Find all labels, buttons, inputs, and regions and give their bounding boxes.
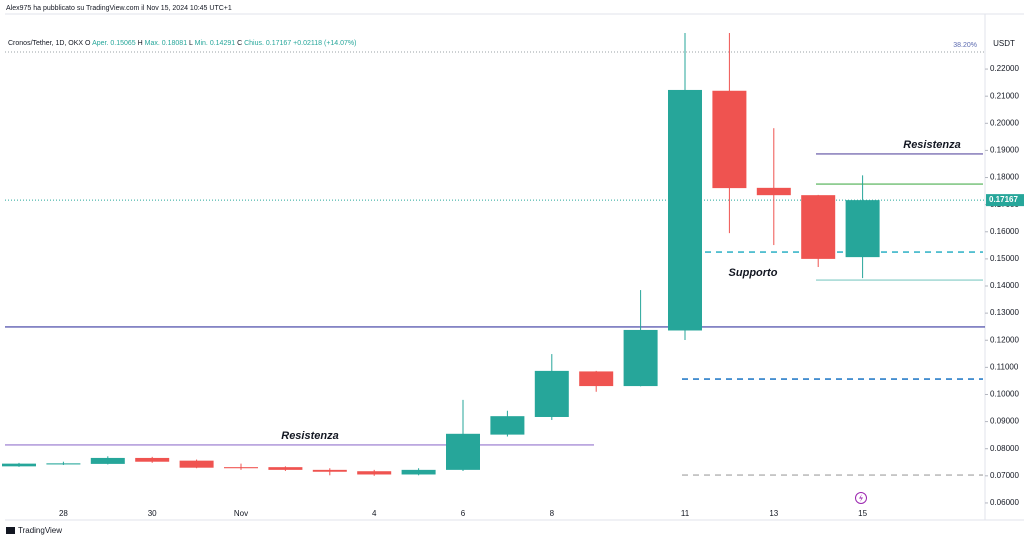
- candle-body: [756, 187, 791, 196]
- legend-label: Aper.: [92, 40, 108, 47]
- legend-key: O: [85, 40, 91, 47]
- y-tick-label: 0.12000: [990, 335, 1019, 344]
- candle-body: [312, 469, 347, 472]
- y-tick-label: 0.22000: [990, 64, 1019, 73]
- candle-body: [135, 457, 170, 462]
- level-label: Resistenza: [903, 139, 960, 151]
- y-tick-label: 0.11000: [990, 362, 1019, 371]
- x-tick-label: 13: [769, 509, 778, 518]
- y-tick-label: 0.07000: [990, 471, 1019, 480]
- candle-body: [579, 371, 614, 387]
- candle-body: [401, 469, 436, 475]
- legend-key: L: [189, 40, 193, 47]
- y-tick-label: 0.06000: [990, 498, 1019, 507]
- currency: USDT: [993, 39, 1015, 48]
- candle-body: [2, 463, 36, 467]
- candle-body: [446, 433, 480, 470]
- legend-label: Chius.: [244, 40, 264, 47]
- ohlc-legend: Cronos/Tether, 1D, OKX O Aper. 0.15065 H…: [8, 40, 356, 47]
- y-tick-label: 0.09000: [990, 417, 1019, 426]
- candle-body: [668, 89, 702, 331]
- level-label: Resistenza: [281, 430, 338, 442]
- legend-key: H: [138, 40, 143, 47]
- header: Alex975 ha pubblicato su TradingView.com…: [6, 5, 232, 12]
- legend-change: +0.02118 (+14.07%): [293, 40, 356, 47]
- y-tick-label: 0.20000: [990, 118, 1019, 127]
- x-tick-label: 4: [372, 509, 377, 518]
- last-price-label: 0.17167: [989, 195, 1018, 204]
- x-tick-label: 11: [681, 509, 690, 518]
- legend-value: 0.18081: [162, 40, 187, 47]
- candle-body: [224, 467, 258, 469]
- x-tick-label: 28: [59, 509, 68, 518]
- y-tick-label: 0.13000: [990, 308, 1019, 317]
- legend-value: 0.14291: [210, 40, 235, 47]
- y-tick-label: 0.18000: [990, 173, 1019, 182]
- legend-value: 0.15065: [110, 40, 135, 47]
- footer: TradingView: [18, 526, 62, 535]
- y-tick-label: 0.10000: [990, 390, 1019, 399]
- candle-body: [845, 200, 880, 258]
- candle-body: [490, 416, 525, 435]
- candle-body: [623, 329, 658, 387]
- y-tick-label: 0.21000: [990, 91, 1019, 100]
- candle-body: [179, 460, 214, 468]
- y-tick-label: 0.16000: [990, 227, 1019, 236]
- x-tick-label: 6: [461, 509, 466, 518]
- candle-body: [90, 457, 125, 464]
- x-tick-label: 15: [858, 509, 867, 518]
- legend-value: 0.17167: [266, 40, 291, 47]
- legend-label: Max.: [145, 40, 160, 47]
- candle-body: [46, 463, 81, 465]
- alert-icon: [855, 492, 867, 504]
- y-tick-label: 0.15000: [990, 254, 1019, 263]
- candle-body: [712, 90, 747, 189]
- candle-body: [268, 467, 303, 470]
- candle-body: [534, 370, 569, 417]
- y-tick-label: 0.19000: [990, 146, 1019, 155]
- level-label: Supporto: [729, 267, 778, 279]
- tv-logo: TradingView: [6, 526, 62, 535]
- last-price-tag: [986, 194, 1024, 207]
- fib-label: 38.20%: [953, 42, 977, 49]
- legend-label: Min.: [195, 40, 208, 47]
- legend-symbol: Cronos/Tether, 1D, OKX: [8, 40, 83, 47]
- x-tick-label: 8: [550, 509, 555, 518]
- x-tick-label: 30: [148, 509, 157, 518]
- x-tick-label: Nov: [234, 509, 248, 518]
- y-tick-label: 0.14000: [990, 281, 1019, 290]
- legend-key: C: [237, 40, 242, 47]
- candle-body: [357, 471, 392, 475]
- y-tick-label: 0.08000: [990, 444, 1019, 453]
- candle-body: [801, 195, 836, 259]
